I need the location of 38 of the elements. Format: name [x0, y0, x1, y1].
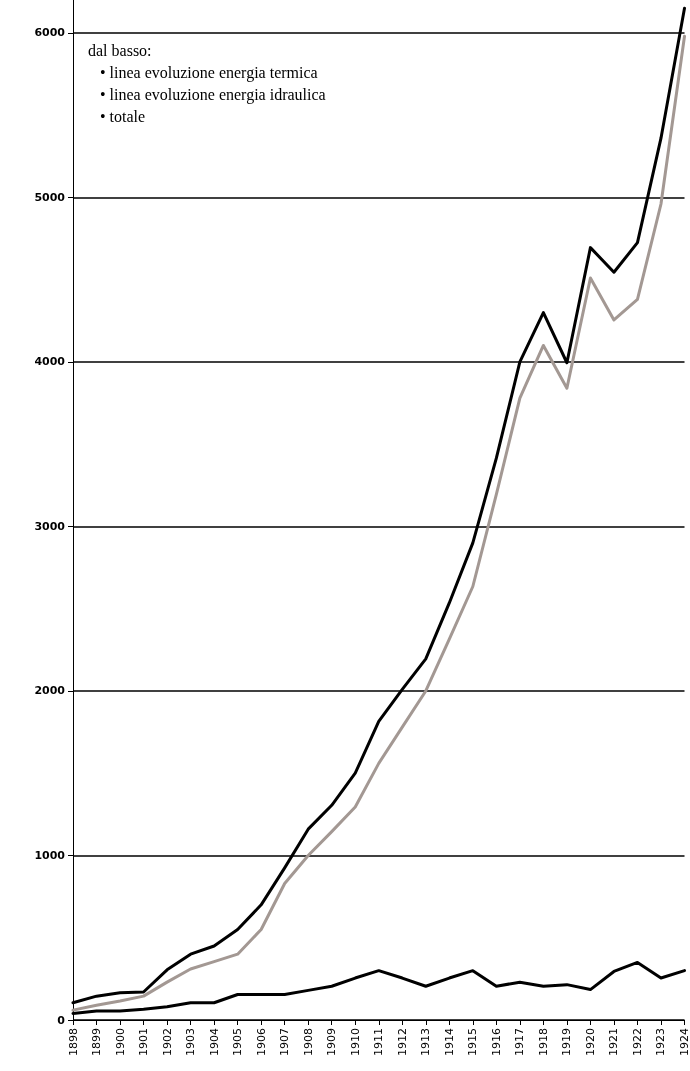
x-tick-label: 1900 [113, 1028, 127, 1056]
x-tick-label: 1908 [301, 1028, 315, 1056]
y-tick-label: 0 [57, 1013, 66, 1027]
y-tick-label: 3000 [34, 519, 66, 533]
x-tick-label: 1912 [395, 1028, 409, 1056]
y-tick-label: 5000 [34, 190, 66, 204]
y-tick-label: 4000 [34, 355, 66, 369]
x-tick-label: 1917 [513, 1028, 527, 1056]
x-tick-label: 1922 [630, 1028, 644, 1056]
x-tick-label: 1898 [66, 1028, 80, 1056]
x-tick-label: 1902 [160, 1028, 174, 1056]
x-tick-label: 1920 [583, 1028, 597, 1056]
x-tick-label: 1916 [489, 1028, 503, 1056]
annotation: • linea evoluzione energia idraulica [100, 85, 326, 104]
x-tick-label: 1906 [254, 1028, 268, 1056]
x-tick-label: 1905 [231, 1028, 245, 1056]
x-tick-label: 1913 [419, 1028, 433, 1056]
x-tick-label: 1923 [654, 1028, 668, 1056]
x-tick-label: 1921 [607, 1028, 621, 1056]
x-tick-label: 1911 [372, 1028, 386, 1056]
y-tick-label: 6000 [34, 26, 66, 40]
annotation: • totale [100, 107, 146, 125]
x-tick-label: 1918 [536, 1028, 550, 1056]
x-tick-label: 1904 [207, 1028, 221, 1056]
annotation: dal basso: [88, 41, 152, 59]
x-tick-label: 1899 [90, 1028, 104, 1056]
annotation: • linea evoluzione energia termica [100, 63, 318, 82]
x-tick-label: 1909 [325, 1028, 339, 1056]
x-tick-label: 1915 [466, 1028, 480, 1056]
x-tick-label: 1907 [278, 1028, 292, 1056]
x-tick-label: 1924 [678, 1028, 690, 1056]
x-tick-label: 1910 [348, 1028, 362, 1056]
y-tick-label: 2000 [34, 684, 66, 698]
y-tick-label: 1000 [34, 848, 66, 862]
x-tick-label: 1901 [137, 1028, 151, 1056]
x-tick-label: 1903 [184, 1028, 198, 1056]
x-tick-label: 1914 [442, 1028, 456, 1056]
x-tick-label: 1919 [560, 1028, 574, 1056]
